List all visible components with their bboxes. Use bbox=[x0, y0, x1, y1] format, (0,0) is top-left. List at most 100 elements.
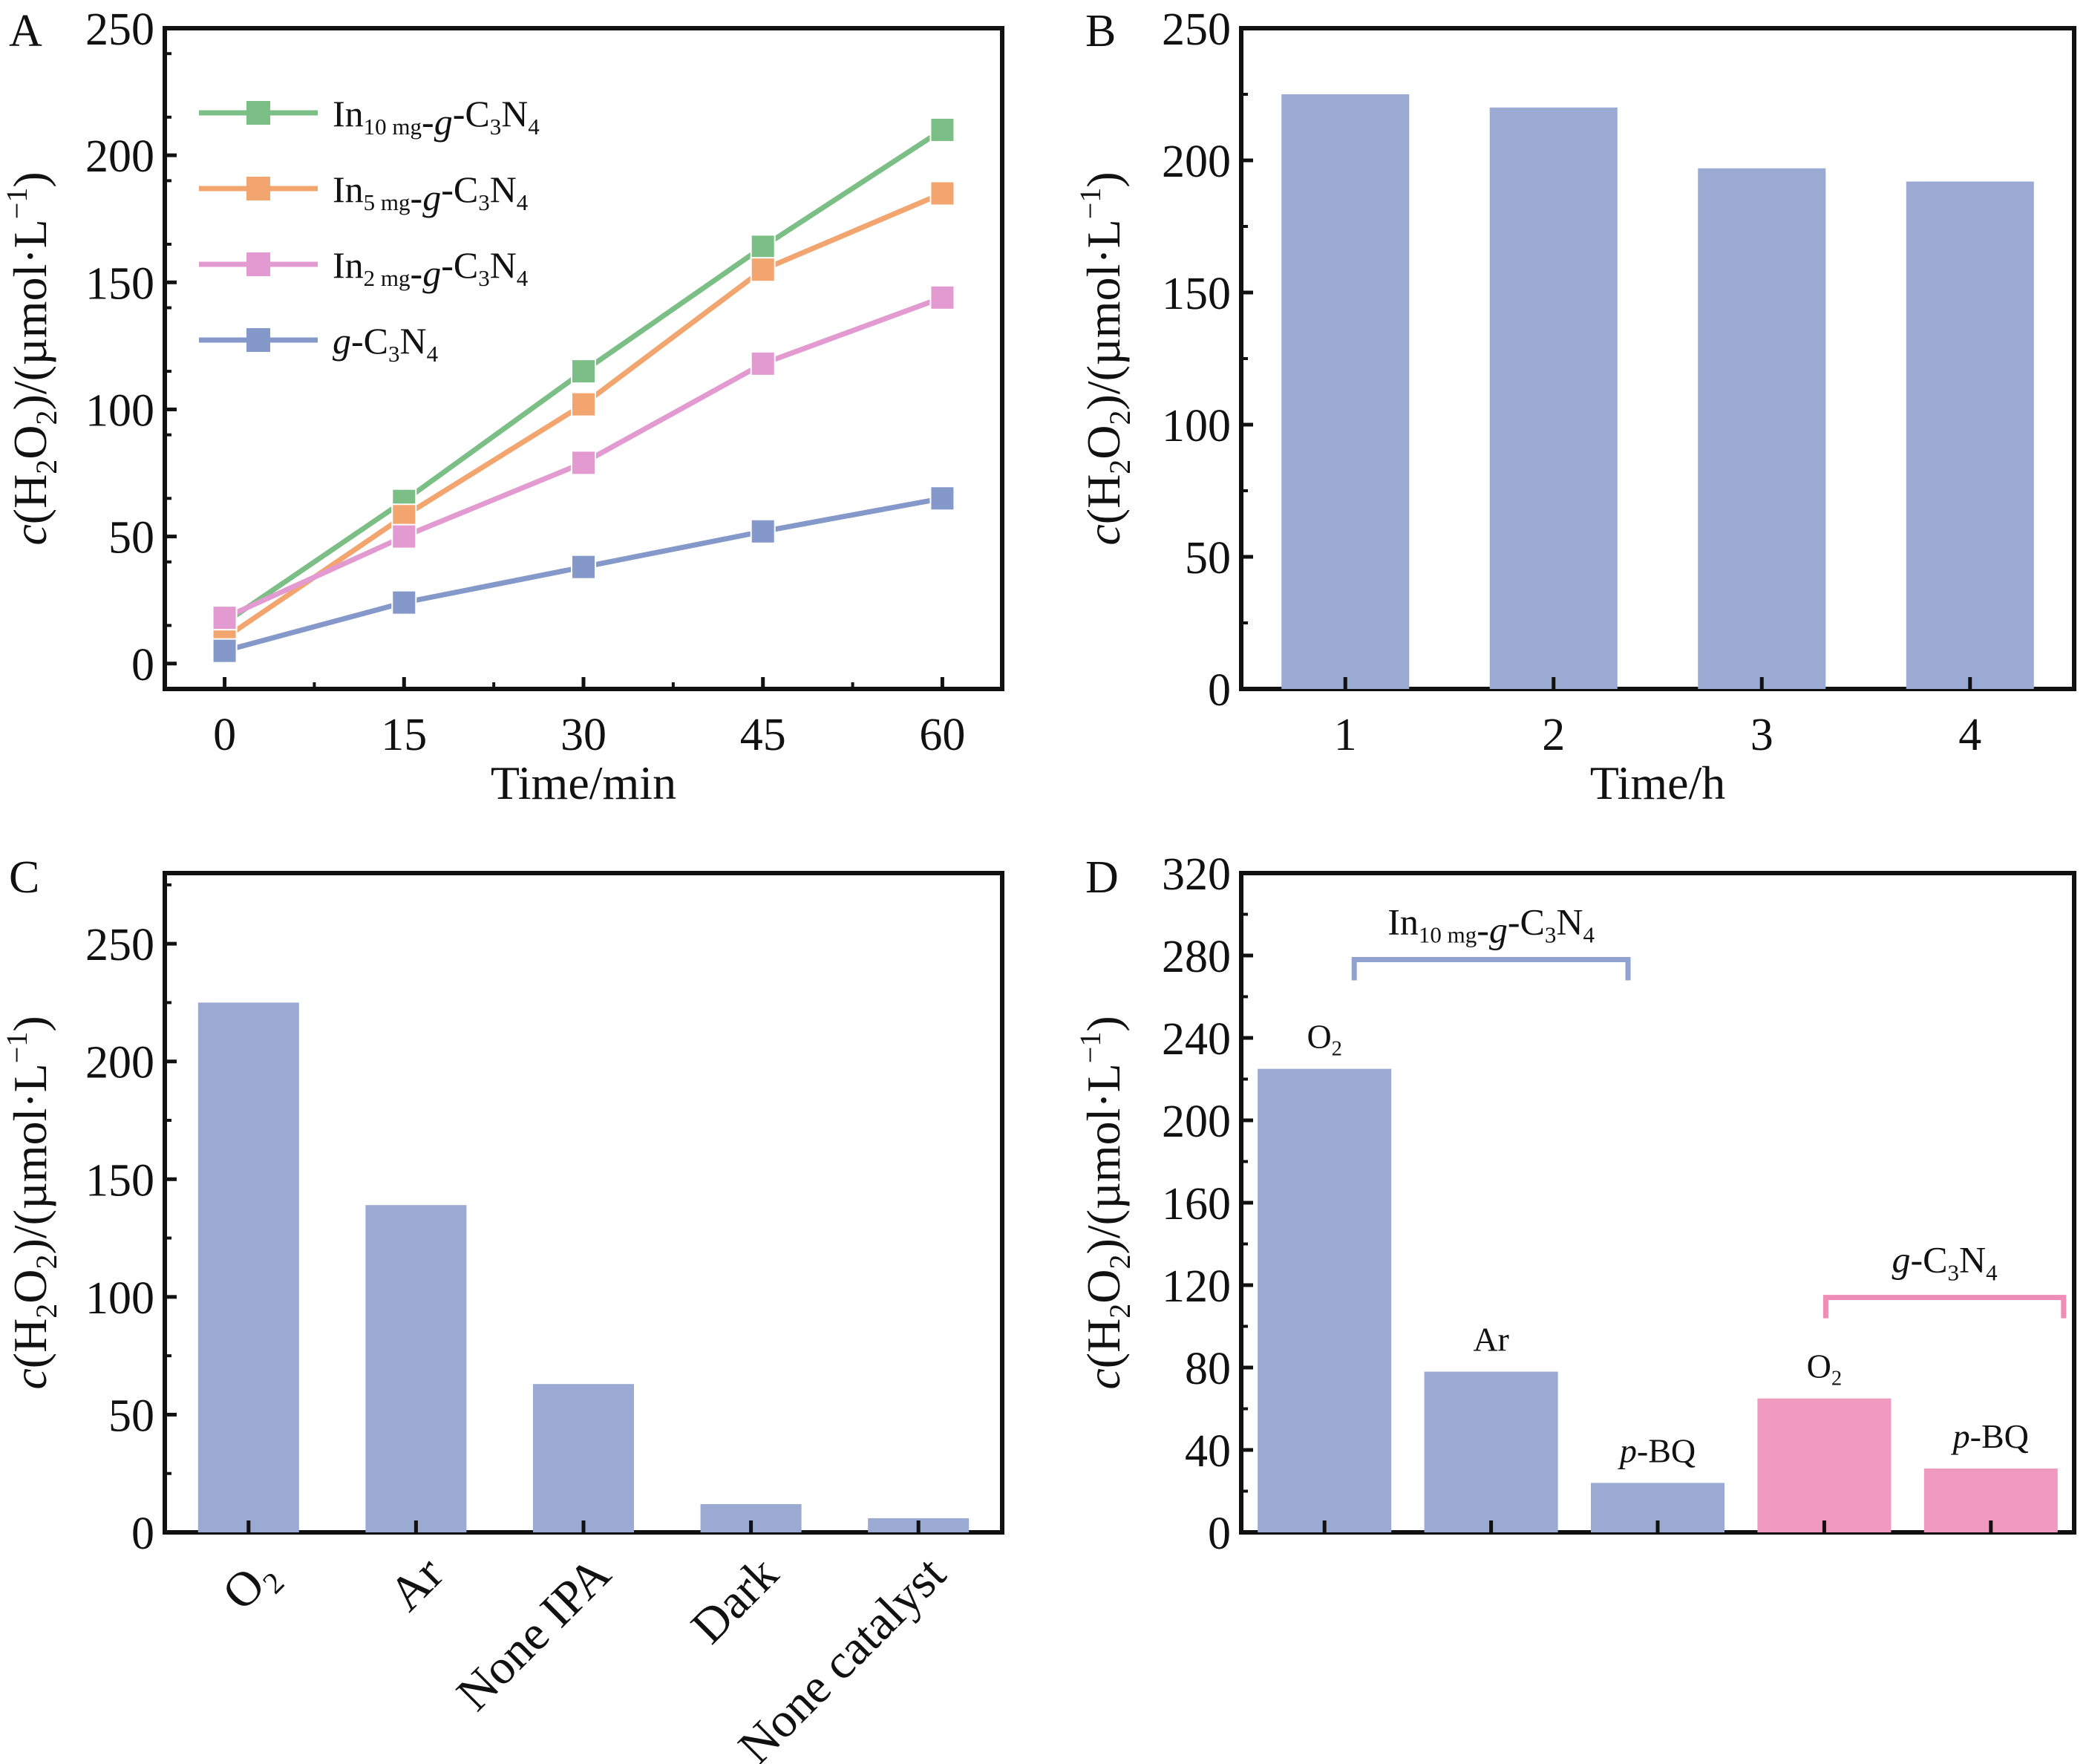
y-tick-label: 200 bbox=[1162, 1097, 1231, 1147]
x-tick-label: 4 bbox=[1958, 710, 1981, 760]
legend-marker bbox=[246, 252, 270, 276]
x-tick-label: 45 bbox=[740, 710, 786, 760]
bar bbox=[197, 1002, 299, 1532]
panel-label-D: D bbox=[1085, 852, 1119, 903]
panel-a: 0 50 100 150 200 250 0 15 30 45 60 Time/min c(H2O2)/… bbox=[0, 4, 1004, 809]
y-axis-label: c(H2O2)/(µmol·L−1) bbox=[0, 172, 63, 545]
data-point bbox=[571, 391, 596, 417]
legend-marker bbox=[246, 177, 270, 200]
data-point bbox=[929, 486, 955, 512]
series-0: In10 mg-g-C3N4 bbox=[199, 93, 955, 636]
y-tick-label: 100 bbox=[1162, 401, 1231, 451]
legend-label: In5 mg-g-C3N4 bbox=[333, 169, 529, 218]
x-tick-label: 60 bbox=[919, 710, 965, 760]
bar-label: O2 bbox=[1807, 1348, 1843, 1391]
data-point bbox=[750, 518, 776, 544]
y-tick-label: 150 bbox=[85, 258, 154, 309]
series-2: In2 mg-g-C3N4 bbox=[199, 244, 955, 631]
y-tick-label: 240 bbox=[1162, 1014, 1231, 1065]
data-point bbox=[212, 605, 238, 631]
y-tick-label: 0 bbox=[1208, 1509, 1231, 1559]
x-axis-label: Time/min bbox=[491, 757, 676, 809]
legend-marker bbox=[246, 101, 270, 125]
x-tick-label: 3 bbox=[1750, 710, 1773, 760]
x-tick-label: 30 bbox=[560, 710, 607, 760]
data-point bbox=[750, 350, 776, 376]
y-tick-label: 160 bbox=[1162, 1179, 1231, 1229]
data-point bbox=[571, 450, 596, 476]
bar bbox=[1489, 107, 1618, 690]
y-tick-label: 100 bbox=[85, 385, 154, 436]
y-tick-label: 280 bbox=[1162, 932, 1231, 982]
group-bracket bbox=[1351, 957, 1631, 981]
x-tick-label: Ar bbox=[379, 1546, 454, 1621]
group-label: g-C3N4 bbox=[1892, 1239, 1998, 1286]
data-point bbox=[571, 359, 596, 385]
panel-b: 0 50 100 150 200 250 1 2 3 4 Time/h c(H2O2)/(µmol·L… bbox=[1073, 4, 2076, 809]
x-axis-label: Time/h bbox=[1590, 757, 1726, 809]
panel-label-A: A bbox=[9, 6, 42, 56]
y-tick-label: 250 bbox=[85, 920, 154, 970]
bar bbox=[1258, 1068, 1392, 1532]
legend-label: g-C3N4 bbox=[333, 320, 439, 367]
x-tick-label: Dark bbox=[681, 1546, 788, 1654]
data-point bbox=[929, 180, 955, 206]
x-tick-label: O2 bbox=[212, 1546, 291, 1625]
x-tick-label: 0 bbox=[213, 710, 236, 760]
data-point bbox=[929, 284, 955, 310]
y-axis-label: c(H2O2)/(µmol·L−1) bbox=[0, 1016, 63, 1389]
bar bbox=[1281, 94, 1410, 689]
data-point bbox=[929, 117, 955, 143]
y-tick-label: 100 bbox=[85, 1273, 154, 1324]
x-tick-label: None IPA bbox=[446, 1546, 621, 1722]
y-tick-label: 250 bbox=[85, 4, 154, 55]
panel-label-C: C bbox=[9, 852, 39, 903]
legend-marker bbox=[246, 328, 270, 352]
y-tick-label: 200 bbox=[85, 131, 154, 182]
group-label: In10 mg-g-C3N4 bbox=[1387, 901, 1595, 951]
y-axis-label: c(H2O2)/(µmol·L−1) bbox=[1073, 172, 1137, 545]
y-tick-label: 150 bbox=[1162, 269, 1231, 319]
data-point bbox=[571, 554, 596, 580]
panel-d: 0 40 80 120 160 200 240 280 320 O2 Ar p-BQ O2 p-BQ In1… bbox=[1073, 849, 2076, 1559]
y-tick-label: 150 bbox=[85, 1155, 154, 1206]
data-point bbox=[750, 234, 776, 260]
y-tick-label: 80 bbox=[1185, 1344, 1231, 1394]
y-tick-label: 50 bbox=[108, 1391, 154, 1441]
legend-label: In2 mg-g-C3N4 bbox=[333, 244, 529, 294]
bar-label: p-BQ bbox=[1951, 1417, 2029, 1455]
data-point bbox=[391, 523, 417, 549]
y-tick-label: 120 bbox=[1162, 1261, 1231, 1312]
y-tick-label: 50 bbox=[108, 513, 154, 564]
bar bbox=[1424, 1371, 1558, 1532]
bar-label: O2 bbox=[1307, 1018, 1342, 1061]
y-tick-label: 50 bbox=[1185, 533, 1231, 584]
bar bbox=[1906, 181, 2034, 690]
data-point bbox=[750, 257, 776, 283]
legend-label: In10 mg-g-C3N4 bbox=[333, 93, 540, 143]
group-bracket bbox=[1822, 1295, 2067, 1319]
y-tick-label: 0 bbox=[131, 1509, 154, 1559]
data-point bbox=[391, 589, 417, 615]
y-tick-label: 200 bbox=[85, 1038, 154, 1088]
bar-label: p-BQ bbox=[1618, 1431, 1696, 1469]
y-axis-label: c(H2O2)/(µmol·L−1) bbox=[1073, 1016, 1137, 1389]
y-tick-label: 0 bbox=[1208, 665, 1231, 716]
bar-label: Ar bbox=[1473, 1321, 1509, 1359]
x-tick-label: 1 bbox=[1334, 710, 1357, 760]
series-3: g-C3N4 bbox=[199, 320, 955, 664]
bar bbox=[365, 1205, 467, 1532]
y-tick-label: 250 bbox=[1162, 4, 1231, 55]
bar bbox=[1698, 168, 1826, 689]
bar bbox=[1757, 1398, 1892, 1532]
y-tick-label: 40 bbox=[1185, 1426, 1231, 1477]
data-point bbox=[212, 638, 238, 664]
y-tick-label: 320 bbox=[1162, 849, 1231, 900]
panel-label-B: B bbox=[1085, 6, 1116, 56]
y-tick-label: 0 bbox=[131, 640, 154, 690]
bar bbox=[533, 1384, 634, 1532]
x-tick-label: 2 bbox=[1542, 710, 1565, 760]
x-tick-label: 15 bbox=[381, 710, 427, 760]
